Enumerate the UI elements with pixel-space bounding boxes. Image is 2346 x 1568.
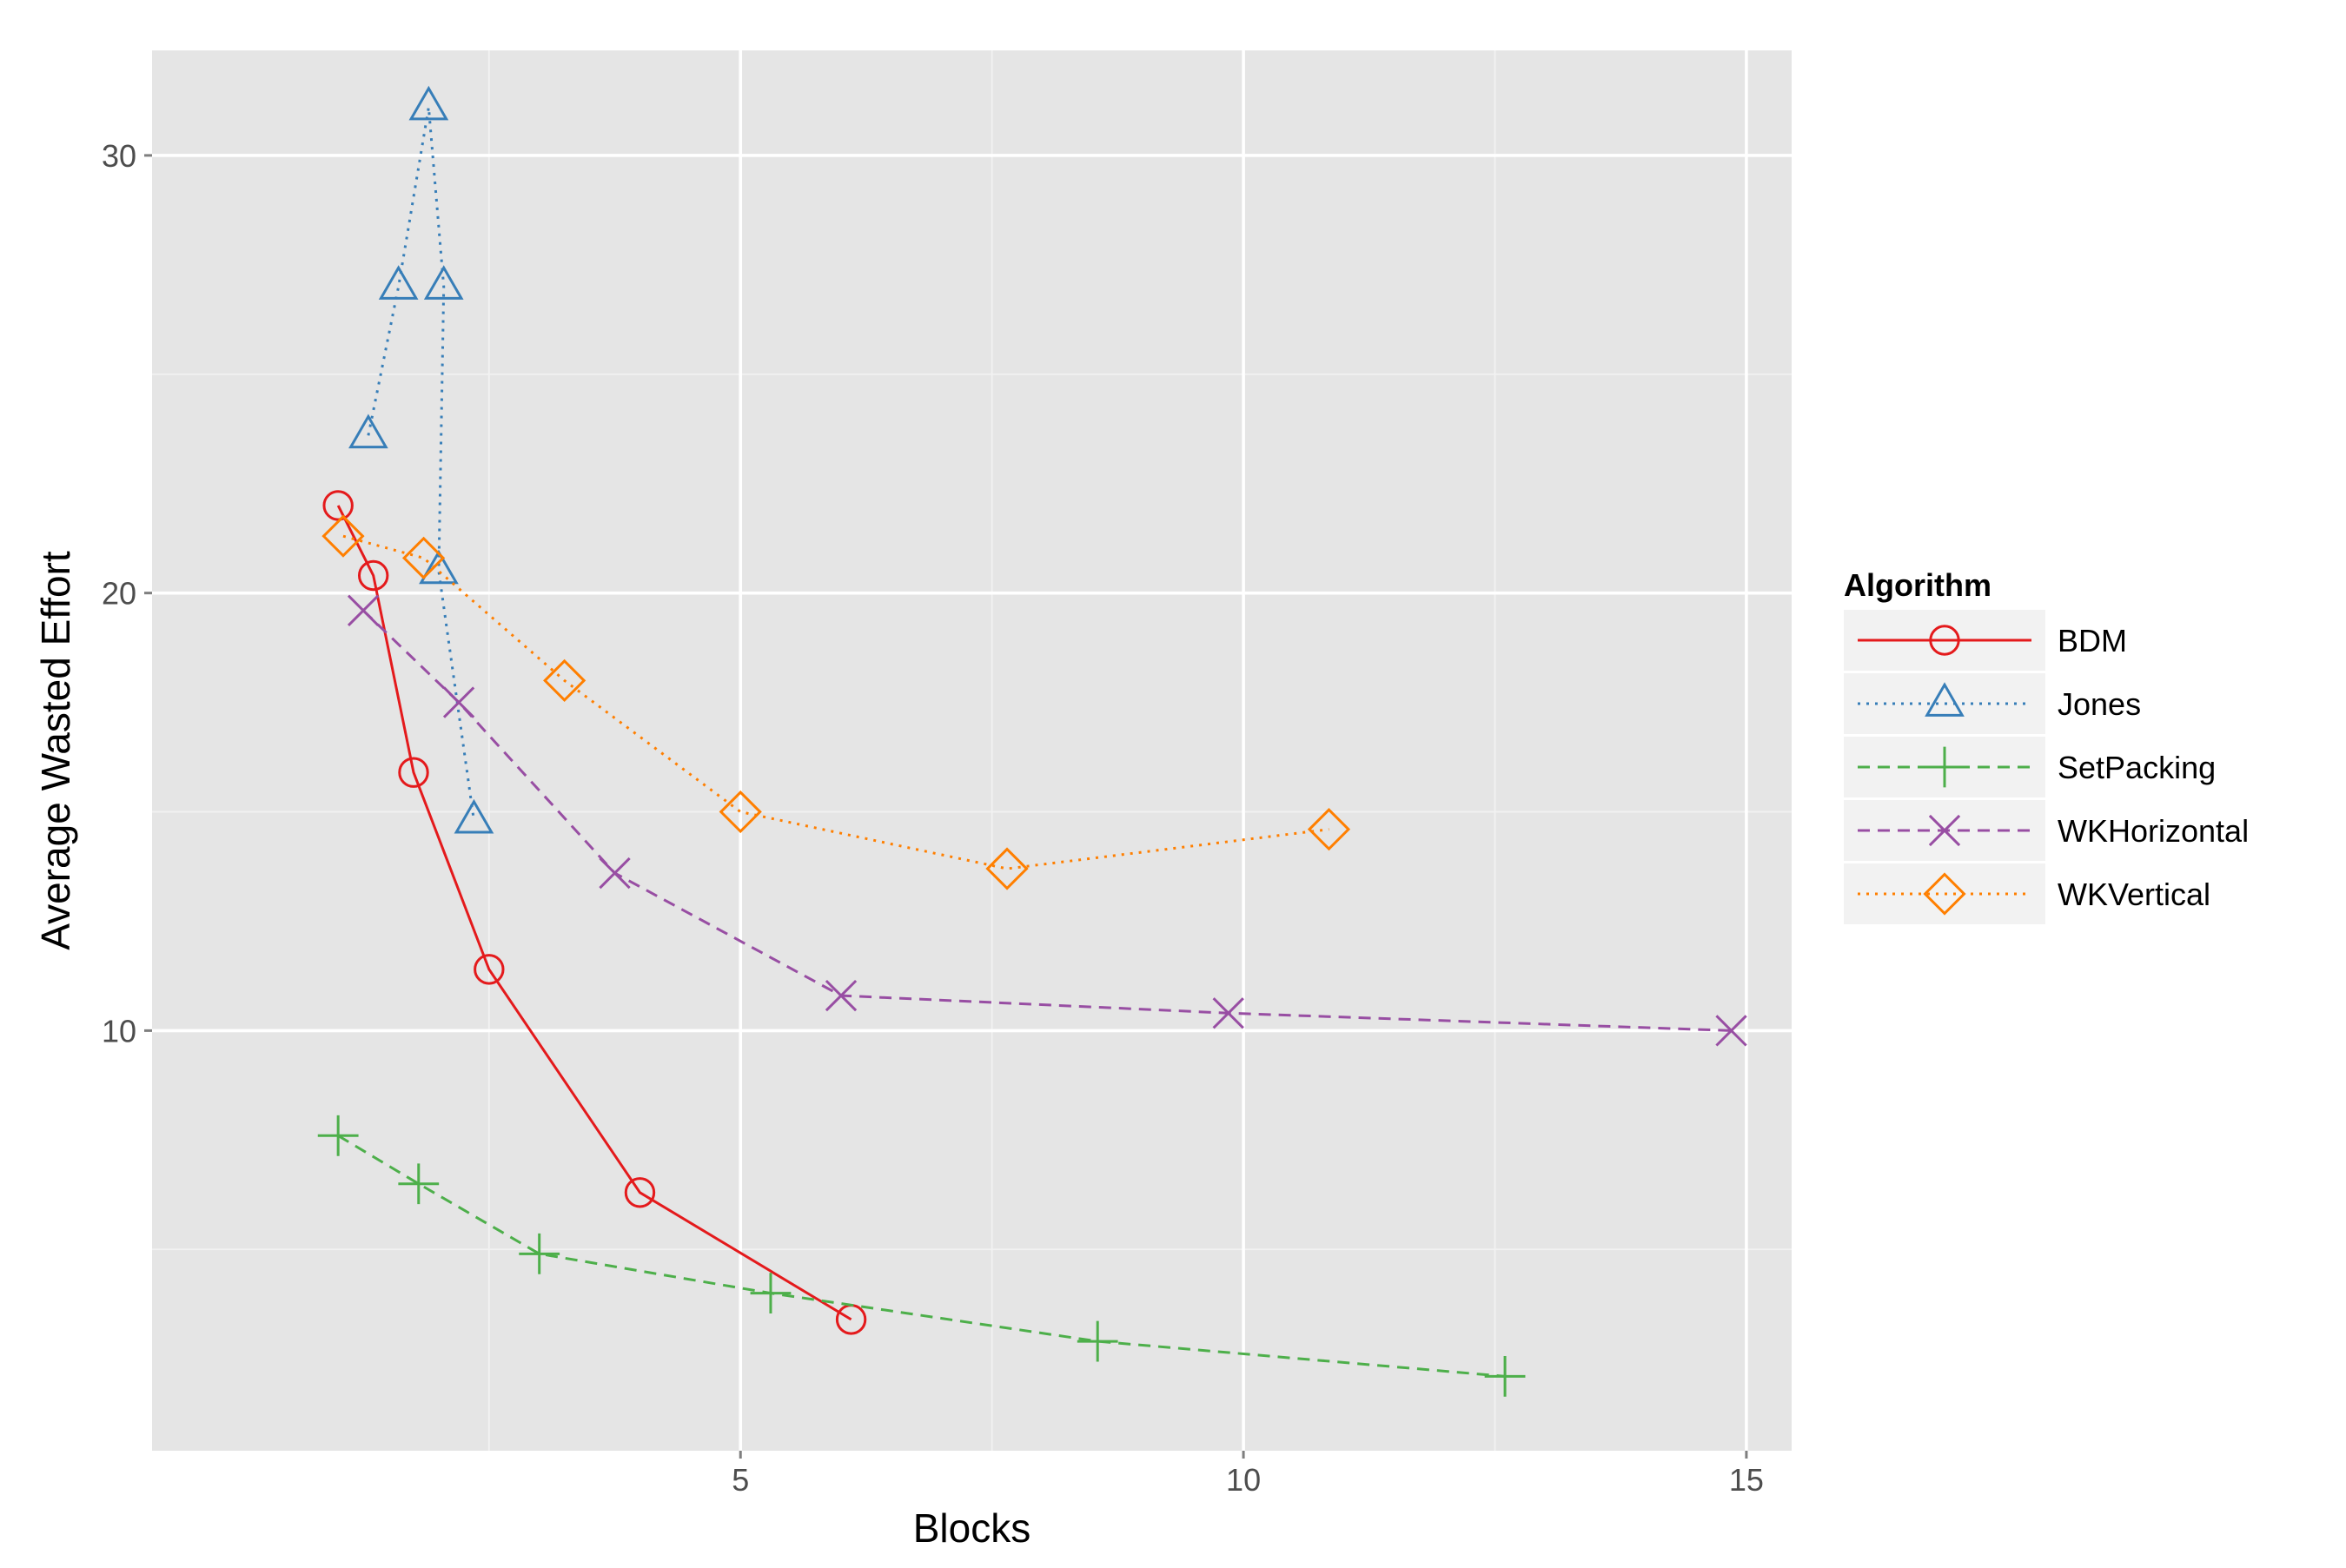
data-point-setpacking	[317, 1115, 359, 1156]
x-axis-title: Blocks	[913, 1505, 1031, 1551]
data-point-wkhorizontal	[825, 979, 858, 1012]
data-point-wkvertical	[401, 536, 446, 579]
legend-key-marker	[1928, 814, 1961, 847]
data-point-setpacking	[398, 1163, 440, 1205]
x-tick-label: 5	[732, 1462, 749, 1498]
axis-layer: Blocks Average Wasted Effort 5 10 15 10 20 30	[33, 138, 1764, 1551]
series-wkvertical	[321, 514, 1351, 890]
data-point-jones	[348, 414, 388, 449]
data-point-wkhorizontal	[442, 686, 475, 718]
data-point-bdm	[357, 559, 389, 592]
series-bdm	[322, 490, 867, 1335]
legend-key-marker	[1929, 625, 1960, 656]
series-line-setpacking	[337, 1135, 1506, 1378]
data-point-setpacking	[750, 1273, 792, 1314]
data-point-setpacking	[1484, 1355, 1526, 1397]
data-point-wkvertical	[543, 658, 586, 703]
legend-label-setpacking: SetPacking	[2058, 750, 2216, 785]
data-point-jones	[408, 85, 449, 121]
panel-background	[152, 50, 1792, 1451]
legend-label-bdm: BDM	[2058, 623, 2127, 658]
data-point-bdm	[624, 1177, 656, 1208]
legend-title: Algorithm	[1844, 567, 1991, 603]
data-point-jones	[454, 798, 494, 834]
legend-key-marker	[1924, 746, 1965, 788]
x-tick-label: 15	[1729, 1462, 1764, 1498]
series-line-wkhorizontal	[362, 609, 1732, 1032]
data-point-bdm	[322, 490, 354, 521]
legend-item-jones: Jones	[1844, 673, 2141, 734]
legend-item-wkhorizontal: WKHorizontal	[1844, 800, 2249, 861]
series-layer	[317, 85, 1747, 1397]
data-point-wkvertical	[985, 847, 1029, 890]
data-point-wkvertical	[719, 790, 762, 834]
data-point-wkhorizontal	[599, 857, 631, 890]
y-axis-title: Average Wasted Effort	[33, 551, 78, 950]
legend-label-jones: Jones	[2058, 686, 2141, 722]
legend-item-wkvertical: WKVertical	[1844, 863, 2210, 924]
data-point-wkhorizontal	[1212, 997, 1244, 1029]
legend-key-marker	[1925, 682, 1965, 717]
data-point-setpacking	[519, 1233, 560, 1274]
plot-panel	[152, 50, 1792, 1451]
series-setpacking	[317, 1115, 1526, 1397]
y-tick-label: 30	[102, 138, 136, 174]
legend: Algorithm BDM Jones SetPacking WKHorizontal…	[1844, 567, 2249, 924]
y-tick-label: 10	[102, 1013, 136, 1049]
legend-label-wkhorizontal: WKHorizontal	[2058, 813, 2249, 849]
legend-item-bdm: BDM	[1844, 610, 2127, 671]
data-point-wkhorizontal	[1715, 1015, 1747, 1047]
data-point-jones	[378, 265, 419, 300]
legend-label-wkvertical: WKVertical	[2058, 877, 2210, 912]
data-point-jones	[423, 265, 464, 300]
data-point-wkhorizontal	[347, 594, 380, 626]
data-point-wkvertical	[1307, 808, 1351, 851]
series-jones	[348, 85, 494, 834]
x-tick-label: 10	[1226, 1462, 1261, 1498]
data-point-bdm	[474, 954, 505, 985]
data-point-bdm	[398, 757, 429, 788]
data-point-setpacking	[1077, 1320, 1118, 1362]
legend-key-marker	[1923, 872, 1966, 916]
series-wkhorizontal	[347, 594, 1747, 1047]
legend-item-setpacking: SetPacking	[1844, 737, 2216, 797]
y-tick-label: 20	[102, 576, 136, 612]
data-point-jones	[419, 549, 459, 585]
data-point-wkvertical	[321, 514, 365, 558]
